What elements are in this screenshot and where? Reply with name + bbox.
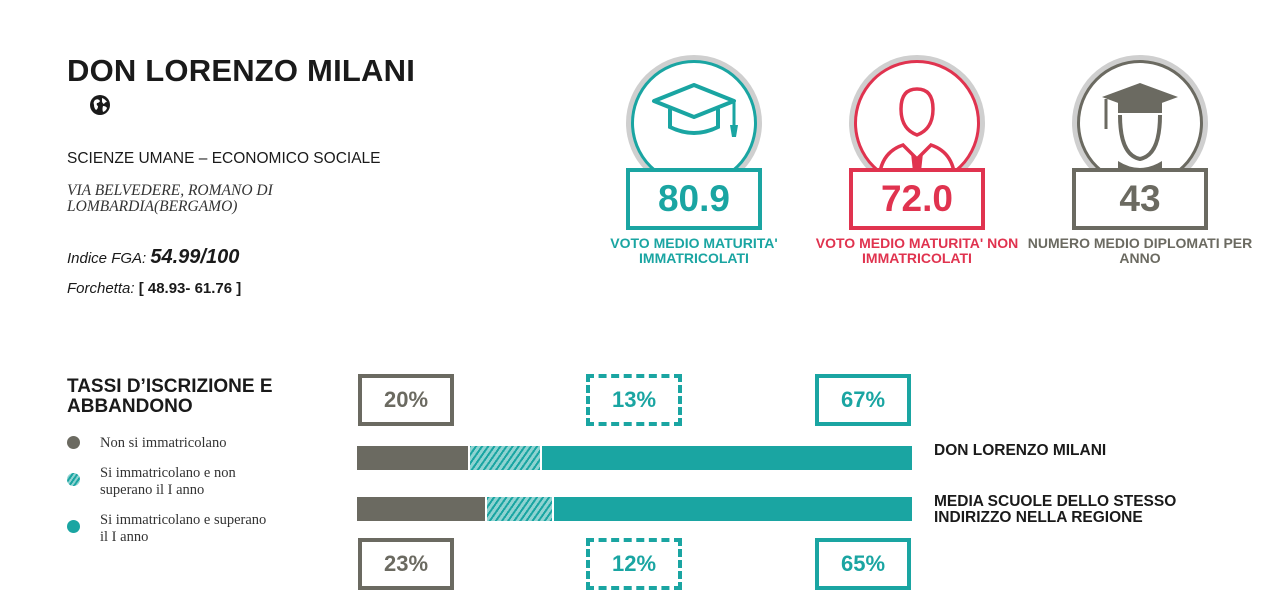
segment-non-superano [470, 446, 540, 470]
legend-label: Si immatricolano e superano il I anno [100, 512, 267, 545]
stat-value: 72.0 [849, 168, 985, 230]
fga-index: Indice FGA: 54.99/100 [67, 246, 239, 269]
stat-value: 43 [1072, 168, 1208, 230]
forchetta-label: Forchetta: [67, 280, 135, 297]
bar-row1 [357, 446, 912, 470]
bar-label-row1: DON LORENZO MILANI [934, 442, 1107, 459]
school-address: VIA BELVEDERE, ROMANO DI LOMBARDIA(BERGA… [67, 182, 273, 215]
bar-label-row2: MEDIA SCUOLE DELLO STESSO INDIRIZZO NELL… [934, 493, 1177, 526]
legend-label: Si immatricolano e non superano il I ann… [100, 465, 236, 498]
rates-title: TASSI D’ISCRIZIONE E ABBANDONO [67, 376, 273, 417]
graduate-head-icon [1077, 60, 1203, 186]
segment-non-superano [487, 497, 552, 521]
globe-icon[interactable] [89, 94, 111, 116]
legend-dot [67, 436, 80, 449]
percent-box-row2-superano: 65% [815, 538, 911, 590]
school-track: SCIENZE UMANE – ECONOMICO SOCIALE [67, 150, 381, 167]
percent-box-row2-non-immatricolano: 23% [358, 538, 454, 590]
person-icon [854, 60, 980, 186]
forchetta: Forchetta: [ 48.93- 61.76 ] [67, 280, 241, 297]
bar-row2 [357, 497, 912, 521]
percent-box-row2-non-superano: 12% [586, 538, 682, 590]
fga-label: Indice FGA: [67, 250, 147, 267]
segment-non-immatricolano [357, 497, 485, 521]
percent-box-row1-non-immatricolano: 20% [358, 374, 454, 426]
graduation-cap-icon [631, 60, 757, 186]
school-name: DON LORENZO MILANI [67, 53, 416, 88]
segment-superano [542, 446, 912, 470]
percent-box-row1-non-superano: 13% [586, 374, 682, 426]
legend-dot [67, 520, 80, 533]
stat-value: 80.9 [626, 168, 762, 230]
stat-label: NUMERO MEDIO DIPLOMATI PER ANNO [1027, 235, 1253, 266]
segment-non-immatricolano [357, 446, 468, 470]
percent-box-row1-superano: 67% [815, 374, 911, 426]
fga-value: 54.99/100 [150, 246, 240, 268]
stat-label: VOTO MEDIO MATURITA' NON IMMATRICOLATI [815, 235, 1019, 266]
legend-label: Non si immatricolano [100, 435, 227, 451]
stat-label: VOTO MEDIO MATURITA' IMMATRICOLATI [610, 235, 778, 266]
segment-superano [554, 497, 912, 521]
legend-dot [67, 473, 80, 486]
forchetta-value: [ 48.93- 61.76 ] [138, 280, 242, 297]
